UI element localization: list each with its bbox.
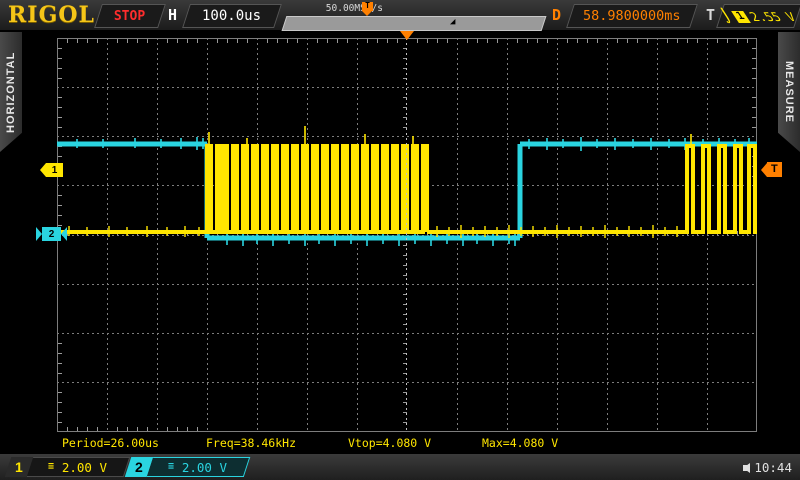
horizontal-tab-label: HORIZONTAL xyxy=(5,51,17,133)
measurement-frequency[interactable]: Freq=38.46kHz xyxy=(206,436,297,450)
measurement-bar: Period=26.00us Freq=38.46kHz Vtop=4.080 … xyxy=(0,434,800,452)
measure-tab-label: MEASURE xyxy=(783,60,795,123)
memory-waveform-preview xyxy=(285,18,538,27)
trigger-level-value: 2.55 V xyxy=(746,9,800,23)
ch1-ground-marker[interactable]: 1 xyxy=(40,163,63,177)
ch2-ground-label: 2 xyxy=(42,227,61,241)
ch1-waveform-trace xyxy=(57,126,757,238)
footer-bar: 1 ≡ 2.00 V 2 ≡ 2.00 V 10:44 xyxy=(0,454,800,480)
dc-coupling-icon: ≡ xyxy=(168,461,175,472)
memory-trigger-label: T xyxy=(365,1,370,10)
delay-button[interactable]: 58.9800000ms xyxy=(566,4,698,28)
sample-rate-value: 50.00MSa/s xyxy=(325,3,383,14)
run-state-button[interactable]: STOP xyxy=(94,4,166,28)
clock-time: 10:44 xyxy=(754,460,792,475)
measurement-vtop[interactable]: Vtop=4.080 V xyxy=(348,436,432,450)
memory-trigger-marker[interactable]: T xyxy=(362,1,373,16)
delay-value: 58.9800000ms xyxy=(583,8,681,24)
sidebar-item-horizontal[interactable]: HORIZONTAL xyxy=(0,32,22,152)
channel-1-button[interactable]: 1 ≡ 2.00 V xyxy=(4,457,131,477)
trigger-position-line xyxy=(406,38,407,432)
dc-coupling-icon: ≡ xyxy=(48,461,55,472)
timebase-button[interactable]: 100.0us xyxy=(182,4,282,28)
channel-2-button[interactable]: 2 ≡ 2.00 V xyxy=(124,457,251,477)
speaker-icon[interactable] xyxy=(743,462,751,473)
channel-2-scale: 2.00 V xyxy=(182,459,228,475)
timebase-value: 100.0us xyxy=(202,8,262,24)
status-clock: 10:44 xyxy=(743,460,792,475)
brand-logo: RIGOL xyxy=(8,2,95,28)
delay-label: D xyxy=(552,6,562,24)
memory-cursor-icon[interactable]: ◢ xyxy=(450,17,456,27)
trigger-label: T xyxy=(706,6,716,24)
trigger-position-icon[interactable] xyxy=(400,31,414,40)
trigger-level-marker[interactable]: T xyxy=(761,162,782,177)
ch2-ground-marker[interactable]: 2 xyxy=(36,227,67,241)
measurement-period[interactable]: Period=26.00us xyxy=(62,436,159,450)
header-bar: RIGOL STOP H 100.0us 50.00MSa/s 7.00M pt… xyxy=(0,0,800,31)
trigger-settings-button[interactable]: ⌡ 1 2.55 V xyxy=(716,4,800,28)
trigger-level-marker-label: T xyxy=(767,162,782,177)
horizontal-label: H xyxy=(168,6,178,24)
memory-overview-bar[interactable]: T ◢ xyxy=(281,1,547,31)
waveform-plot-area[interactable] xyxy=(57,38,757,432)
ch1-ground-label: 1 xyxy=(46,163,63,177)
measurement-max[interactable]: Max=4.080 V xyxy=(482,436,559,450)
run-state-label: STOP xyxy=(114,8,146,24)
channel-1-scale: 2.00 V xyxy=(62,459,108,475)
sidebar-item-measure[interactable]: MEASURE xyxy=(778,32,800,152)
